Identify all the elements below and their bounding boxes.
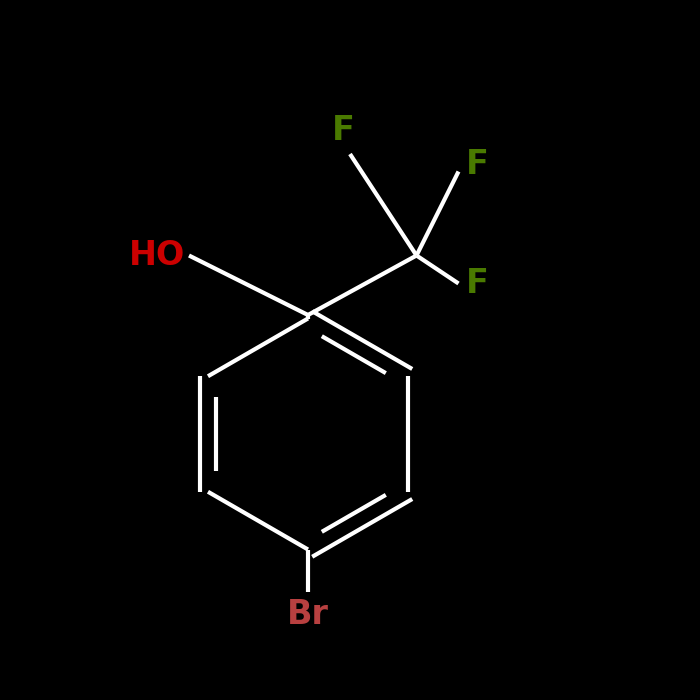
Text: F: F [332,114,354,147]
Text: HO: HO [130,239,186,272]
Text: F: F [466,267,489,300]
Text: Br: Br [287,598,329,631]
Text: F: F [466,148,489,181]
